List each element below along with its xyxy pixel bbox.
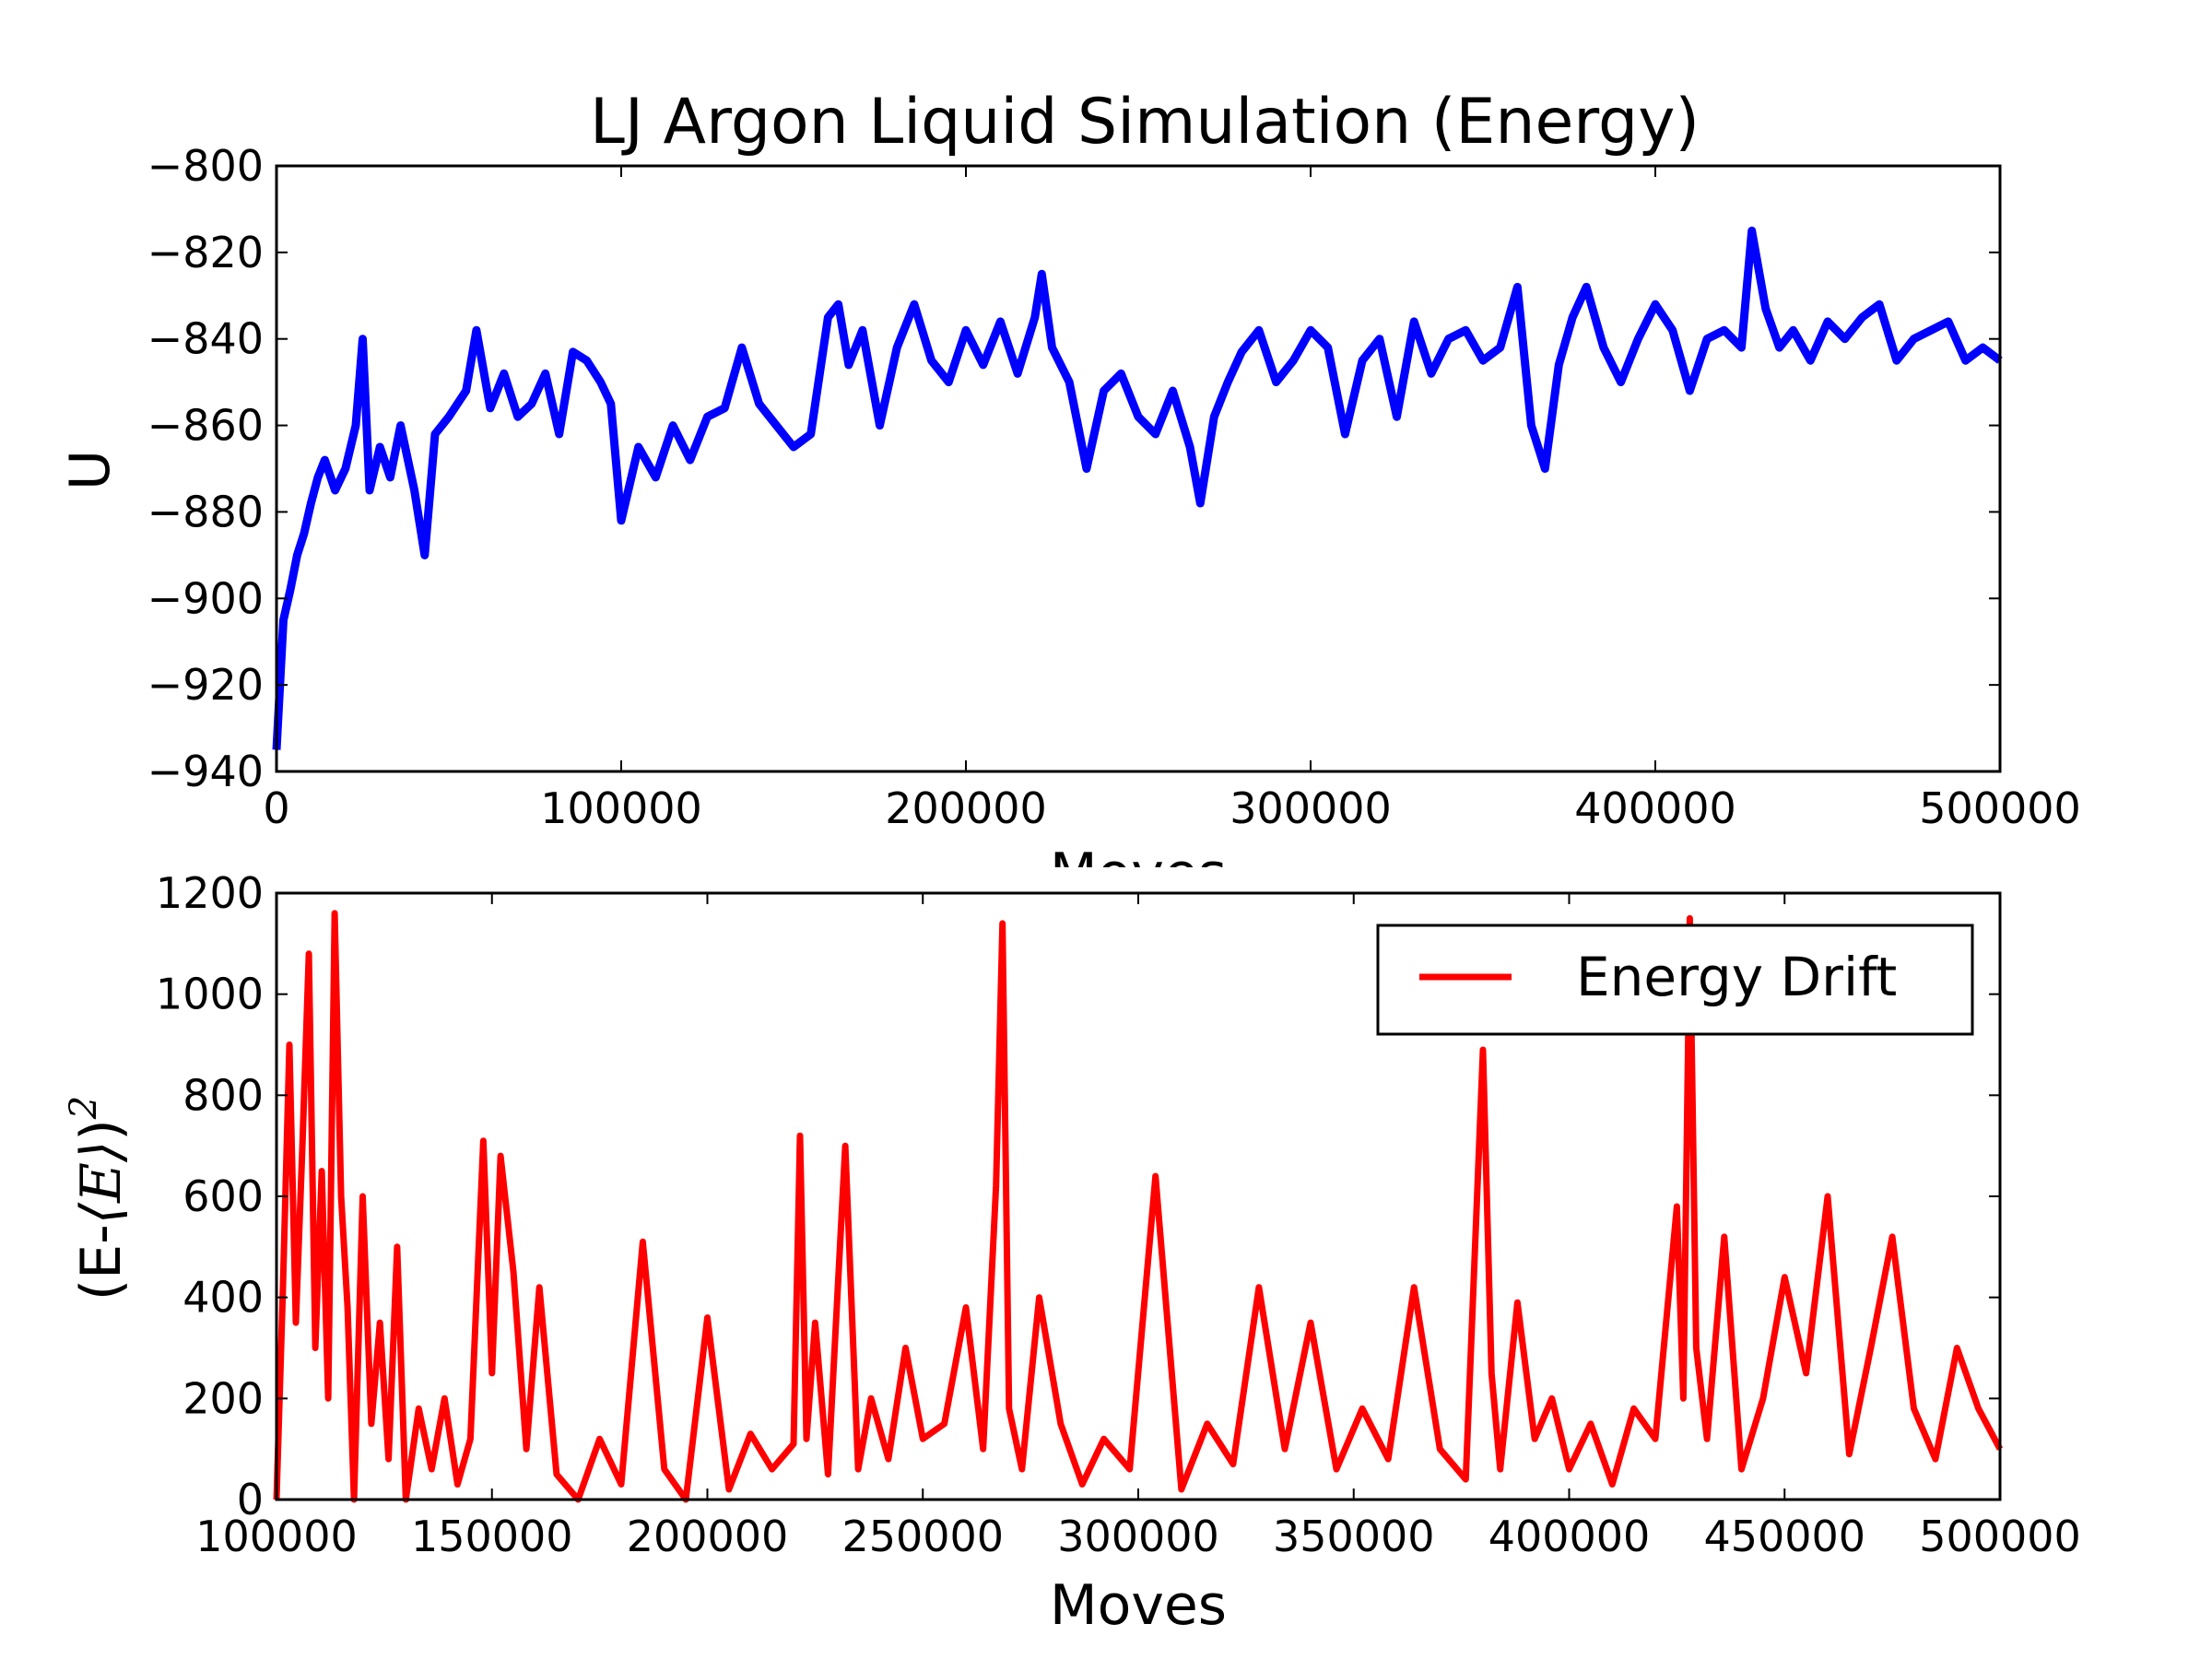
- drift-x-tick-label: 200000: [627, 1512, 789, 1561]
- legend: Energy Drift: [1376, 924, 1974, 1036]
- drift-y-tick-label: 1000: [156, 970, 264, 1019]
- drift-x-tick-label: 250000: [841, 1512, 1004, 1561]
- energy-x-tick-label: 400000: [1574, 783, 1736, 833]
- drift-y-tick-label: 800: [182, 1070, 264, 1120]
- energy-series-line: [272, 226, 2003, 750]
- drift-x-tick-label: 300000: [1057, 1512, 1219, 1561]
- energy-y-tick-label: −840: [147, 314, 264, 364]
- energy-plot-frame: [275, 164, 2002, 773]
- energy-y-tick-label: −860: [147, 401, 264, 451]
- drift-y-label-prefix: (E-: [69, 1224, 134, 1300]
- energy-x-tick-label: 300000: [1230, 783, 1392, 833]
- drift-x-axis-label: Moves: [1050, 1573, 1227, 1638]
- drift-y-tick-label: 0: [237, 1475, 264, 1524]
- energy-x-tick-label: 500000: [1919, 783, 2081, 833]
- energy-y-axis-label: U: [58, 450, 123, 490]
- chart-title: LJ Argon Liquid Simulation (Energy): [590, 86, 1700, 159]
- energy-x-tick-label: 0: [263, 783, 289, 833]
- legend-label-energy-drift: Energy Drift: [1576, 946, 1897, 1008]
- drift-x-tick-label: 500000: [1919, 1512, 2081, 1561]
- energy-x-tick-label: 100000: [540, 783, 702, 833]
- energy-y-tick-label: −800: [147, 141, 264, 191]
- drift-y-tick-label: 200: [182, 1373, 264, 1423]
- energy-axes: 0 100000 200000 300000 400000 500000 −940 −920…: [58, 141, 2081, 906]
- drift-x-tick-label: 100000: [195, 1512, 358, 1561]
- drift-y-label-math: ⟨E⟩: [69, 1141, 134, 1225]
- axes-gap-background: [0, 867, 2212, 893]
- drift-x-tick-label: 150000: [411, 1512, 573, 1561]
- drift-x-tick-label: 350000: [1273, 1512, 1435, 1561]
- drift-series-line: [273, 910, 2004, 1503]
- energy-y-tick-label: −820: [147, 228, 264, 277]
- energy-y-tick-label: −900: [147, 573, 264, 623]
- energy-x-tick-label: 200000: [885, 783, 1047, 833]
- energy-y-tick-label: −940: [147, 747, 264, 796]
- drift-x-tick-label: 450000: [1703, 1512, 1865, 1561]
- drift-y-label-sup: 2: [63, 1096, 105, 1120]
- energy-y-tick-label: −920: [147, 660, 264, 710]
- drift-y-label-suffix: ): [69, 1119, 134, 1140]
- drift-y-axis-label: (E-⟨E⟩)2: [63, 1096, 134, 1300]
- energy-y-tick-label: −880: [147, 487, 264, 536]
- drift-y-tick-label: 600: [182, 1171, 264, 1221]
- drift-axes: 100000 150000 200000 250000 300000 350000 4000…: [63, 868, 2081, 1638]
- drift-y-tick-label: 1200: [156, 868, 264, 918]
- drift-y-tick-label: 400: [182, 1273, 264, 1323]
- drift-x-tick-label: 400000: [1488, 1512, 1651, 1561]
